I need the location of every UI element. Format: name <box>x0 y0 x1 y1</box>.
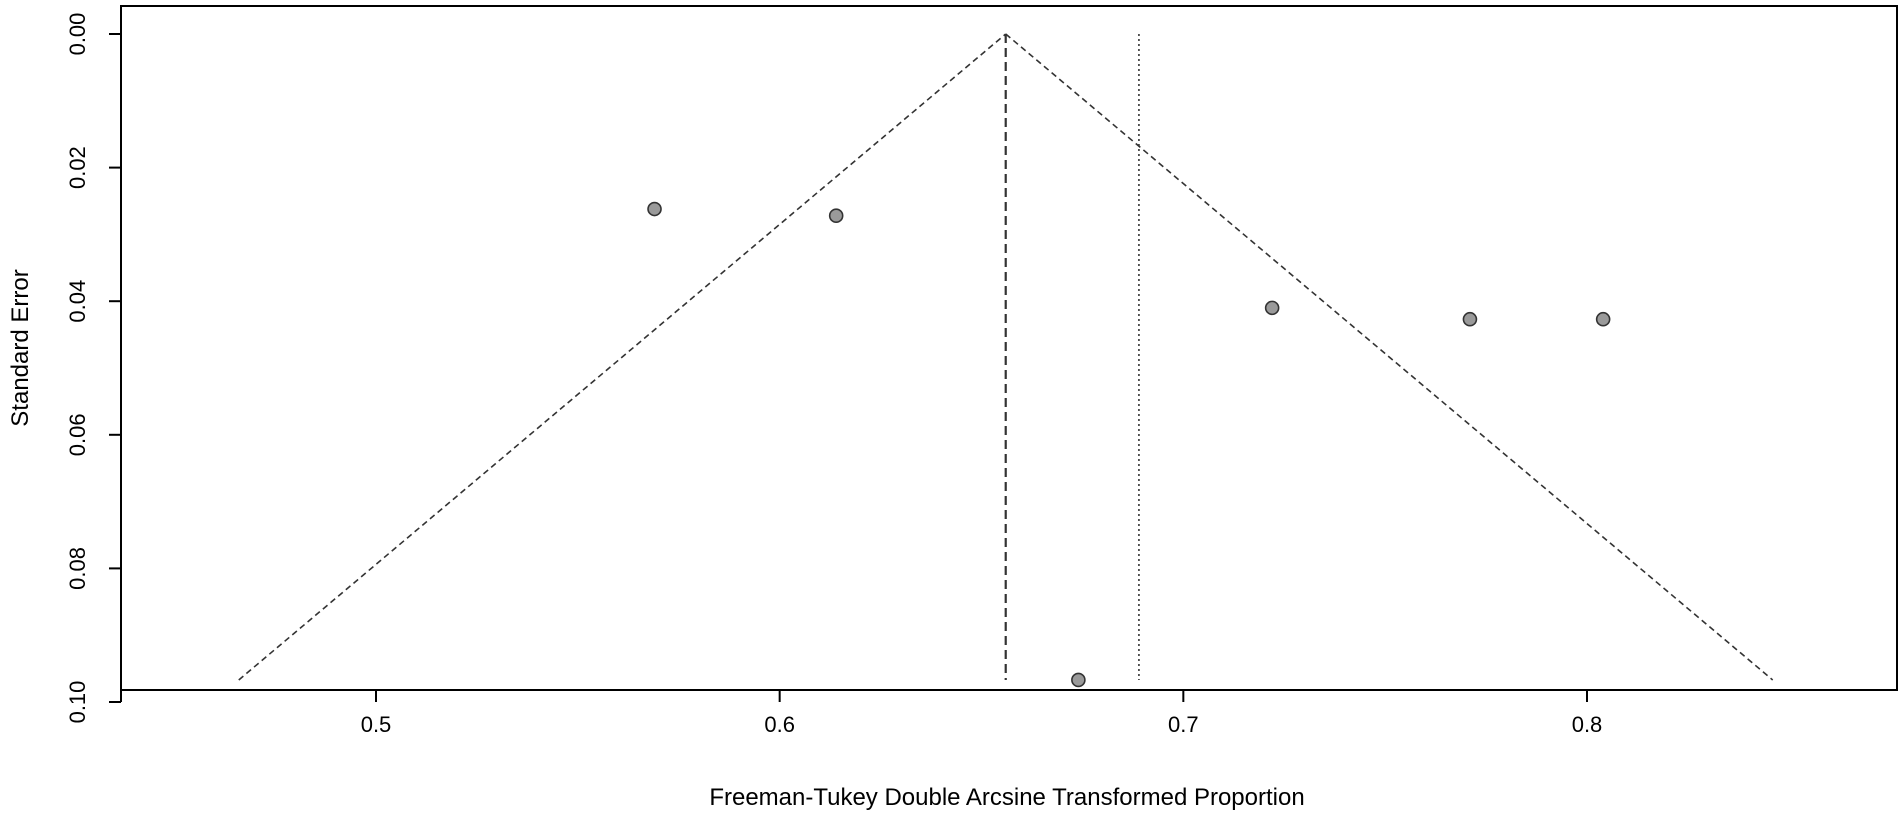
study-point-3 <box>1264 300 1280 316</box>
axes: 0.5 0.6 0.7 0.8 0.00 0.02 0.04 0.06 0.08 0.10 <box>65 13 1602 737</box>
y-tick-label-2: 0.04 <box>65 280 90 323</box>
reference-lines <box>1004 34 1140 680</box>
study-point-6 <box>1071 672 1086 688</box>
x-tick-label-3: 0.8 <box>1572 712 1603 737</box>
study-point-2 <box>828 208 844 223</box>
study-point-4 <box>1462 311 1478 327</box>
y-tick-label-4: 0.08 <box>65 547 90 590</box>
funnel-right-line <box>1005 33 1774 681</box>
data-points <box>647 201 1611 688</box>
funnel-left-line <box>238 33 1007 681</box>
x-axis-title: Freeman-Tukey Double Arcsine Transformed… <box>709 784 1304 811</box>
study-point-5 <box>1595 311 1611 327</box>
x-tick-label-0: 0.5 <box>361 712 392 737</box>
y-tick-label-3: 0.06 <box>65 413 90 456</box>
funnel-lines <box>238 33 1774 681</box>
y-tick-label-0: 0.00 <box>65 13 90 56</box>
y-tick-label-1: 0.02 <box>65 146 90 189</box>
x-tick-label-2: 0.7 <box>1168 712 1199 737</box>
study-point-1 <box>647 201 662 217</box>
y-tick-label-5: 0.10 <box>65 681 90 724</box>
y-axis-title: Standard Error <box>7 269 34 426</box>
x-tick-label-1: 0.6 <box>764 712 795 737</box>
